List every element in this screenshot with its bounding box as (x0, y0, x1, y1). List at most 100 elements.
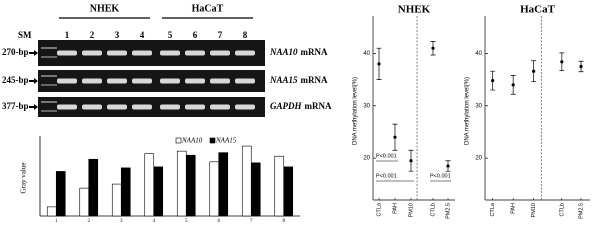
band (160, 104, 180, 110)
x-tick-label: CTLa (490, 202, 496, 216)
band (185, 50, 205, 56)
marker-band (41, 110, 57, 112)
band (107, 104, 127, 110)
legend-label: NAA15 (215, 137, 237, 145)
legend-label: NAA10 (181, 137, 203, 145)
x-tick-label: 3 (120, 219, 123, 224)
legend-swatch (175, 137, 182, 144)
marker-label: SM (18, 30, 32, 40)
x-tick-label: 7 (250, 219, 253, 224)
band (82, 50, 102, 56)
y-tick-label: 40 (363, 51, 370, 57)
band (235, 78, 255, 84)
bar (153, 166, 164, 217)
band (132, 78, 152, 84)
gene-name: NAA10 (269, 47, 298, 57)
band (160, 50, 180, 56)
bar (250, 162, 261, 217)
size-label: 377-bp (2, 101, 29, 111)
group-label: HaCaT (192, 3, 224, 14)
band (235, 104, 255, 110)
lane-label: 2 (90, 30, 95, 40)
bar (218, 152, 229, 217)
y-axis-label: DNA methylation level(%) (465, 77, 471, 145)
y-tick-label: 30 (363, 103, 370, 109)
group-label: NHEK (90, 3, 120, 14)
band (210, 104, 230, 110)
band (235, 50, 255, 56)
marker-band (41, 101, 57, 103)
y-tick-label: 40 (475, 51, 482, 57)
bar (55, 171, 66, 217)
x-tick-label: 5 (185, 219, 188, 224)
band (57, 104, 77, 110)
band (210, 50, 230, 56)
x-tick-label: PM2.5 (578, 203, 584, 219)
legend-swatch (209, 137, 216, 144)
x-tick-label: CTLb (430, 203, 436, 216)
x-tick-label: PM10 (531, 203, 537, 217)
band (185, 78, 205, 84)
lane-label: 5 (168, 30, 173, 40)
x-tick-label: PM10 (408, 203, 414, 217)
gene-suffix: mRNA (301, 47, 328, 57)
bar (144, 153, 155, 217)
point (511, 83, 515, 87)
annotation: P<0.001 (430, 173, 451, 179)
bar (176, 150, 187, 217)
x-tick-label: PM2.5 (445, 203, 451, 219)
y-axis-label: DNA methylation level(%) (353, 77, 359, 145)
point (560, 60, 564, 64)
lane-label: 7 (218, 30, 223, 40)
gene-name: GAPDH (270, 101, 302, 111)
band (82, 104, 102, 110)
band (82, 78, 102, 84)
marker-band (41, 75, 57, 77)
x-tick-label: PAH (511, 203, 517, 214)
y-tick-label: 30 (475, 103, 482, 109)
gene-suffix: mRNA (301, 75, 328, 85)
x-tick-label: CTLa (376, 202, 382, 216)
lane-label: 6 (193, 30, 198, 40)
point (579, 64, 583, 69)
x-tick-label: 4 (153, 219, 156, 224)
x-tick-label: 1 (55, 219, 58, 224)
lane-label: 1 (65, 30, 70, 40)
arrow (29, 104, 38, 110)
x-tick-label: 8 (283, 219, 286, 224)
bar (283, 166, 294, 217)
bar (46, 206, 57, 217)
annotation: P<0.001 (376, 153, 397, 159)
band (132, 104, 152, 110)
marker-band (41, 47, 57, 49)
point (393, 135, 397, 139)
point (431, 46, 435, 50)
size-label: 270-bp (2, 47, 29, 57)
gene-label: NAA15 mRNA (269, 75, 328, 85)
bar (209, 161, 220, 217)
lane-label: 4 (140, 30, 145, 40)
band (57, 50, 77, 56)
x-tick-label: PAH (392, 203, 398, 214)
point (377, 62, 381, 66)
lane-label: 3 (115, 30, 120, 40)
x-tick-label: 6 (218, 219, 221, 224)
size-label: 245-bp (2, 75, 29, 85)
chart-title: NHEK (398, 4, 431, 16)
bar (88, 158, 99, 217)
band (185, 104, 205, 110)
band (57, 78, 77, 84)
gene-label: NAA10 mRNA (269, 47, 328, 57)
band (107, 50, 127, 56)
band (210, 78, 230, 84)
y-axis-label: Gray value (20, 163, 28, 194)
annotation: P<0.001 (376, 173, 397, 179)
point (446, 164, 450, 168)
band (107, 78, 127, 84)
point (491, 79, 495, 83)
gene-name: NAA15 (269, 75, 298, 85)
gene-suffix: mRNA (305, 101, 332, 111)
band (160, 78, 180, 84)
arrow (29, 50, 38, 56)
